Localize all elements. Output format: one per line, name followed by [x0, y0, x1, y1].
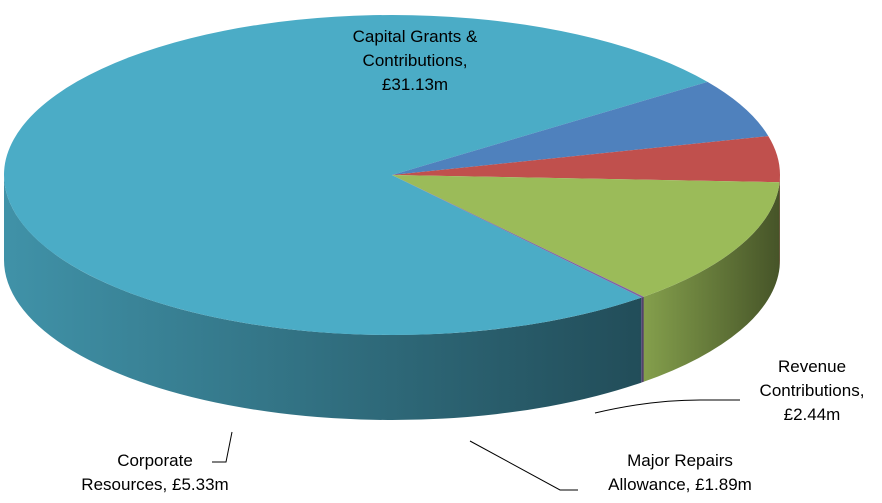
- slice: [392, 136, 780, 183]
- leader-line: [469, 440, 578, 491]
- label-line: Contributions,: [363, 51, 468, 70]
- label-line: £31.13m: [382, 75, 448, 94]
- label-line: £2.44m: [784, 405, 841, 424]
- leader-line: [594, 399, 740, 414]
- label-line: Allowance, £1.89m: [608, 475, 752, 494]
- slice: [3, 15, 708, 336]
- data-label: Revenue Contributions, £2.44m: [760, 357, 865, 424]
- label-line: Major Repairs: [627, 451, 733, 470]
- label-line: Resources, £5.33m: [81, 475, 228, 494]
- label-line: Corporate: [117, 451, 193, 470]
- slice: [392, 81, 769, 175]
- data-label: Corporate Resources, £5.33m: [81, 451, 228, 494]
- slice: [392, 175, 644, 298]
- label-line: Contributions,: [760, 381, 865, 400]
- leader-line: [212, 431, 233, 463]
- slice-side: [641, 296, 644, 383]
- data-label: Capital Grants & Contributions, £31.13m: [353, 27, 478, 94]
- label-line: Capital Grants &: [353, 27, 478, 46]
- data-label: Major Repairs Allowance, £1.89m: [608, 451, 752, 494]
- label-line: Revenue: [778, 357, 846, 376]
- slice-side: [643, 182, 780, 382]
- slice: [392, 175, 780, 297]
- slice-side: [4, 175, 642, 420]
